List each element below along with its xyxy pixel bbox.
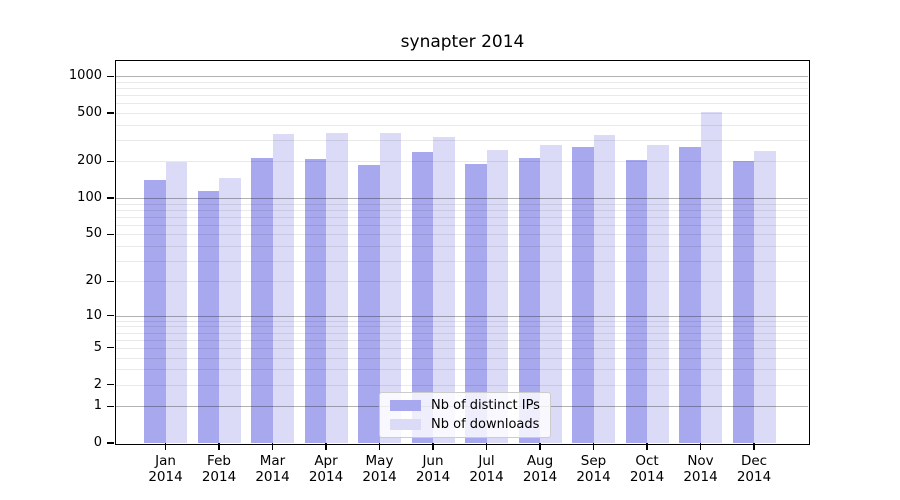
x-tick-label: Feb 2014 (201, 453, 237, 485)
bar-downloads-jan (165, 161, 187, 443)
bar-downloads-may (379, 132, 401, 443)
x-tick-label: Aug 2014 (522, 453, 558, 485)
bar-distinct-ips-mar (251, 157, 273, 443)
legend-label-downloads: Nb of downloads (431, 417, 540, 432)
bar-distinct-ips-sep (572, 147, 594, 443)
x-tick-label: Dec 2014 (736, 453, 772, 485)
x-tick-label: Apr 2014 (308, 453, 344, 485)
x-tick-label: Oct 2014 (629, 453, 665, 485)
y-tick-label: 1 (93, 398, 102, 414)
y-tick-mark (106, 280, 114, 282)
y-tick-label: 1000 (68, 68, 102, 84)
bar-downloads-apr (326, 133, 348, 443)
x-tick-mark (699, 443, 702, 450)
y-tick-label: 5 (93, 339, 102, 355)
bar-downloads-jul (486, 150, 508, 443)
bar-distinct-ips-jun (411, 151, 433, 443)
bar-distinct-ips-dec (732, 161, 754, 443)
x-tick-mark (646, 443, 648, 450)
bar-downloads-mar (272, 134, 294, 443)
x-tick-label: Sep 2014 (576, 453, 611, 485)
y-tick-mark (106, 405, 114, 407)
bar-distinct-ips-apr (304, 158, 326, 443)
legend-row-downloads: Nb of downloads (390, 417, 540, 432)
bar-distinct-ips-jul (465, 163, 487, 443)
x-tick-mark (271, 443, 274, 450)
y-tick-mark (106, 160, 114, 163)
y-tick-mark (106, 347, 114, 349)
y-tick-label: 50 (85, 226, 102, 242)
legend-swatch-distinct-ips-icon (390, 400, 421, 411)
legend-swatch-downloads-icon (390, 419, 421, 430)
x-tick-mark (378, 443, 381, 450)
y-tick-label: 100 (77, 189, 102, 205)
bar-distinct-ips-nov (679, 146, 701, 443)
x-tick-mark (325, 443, 327, 450)
y-tick-mark (106, 112, 114, 114)
y-tick-mark (106, 75, 114, 77)
x-tick-label: Jan 2014 (148, 453, 183, 485)
y-tick-label: 10 (85, 307, 102, 323)
x-tick-label: May 2014 (362, 453, 397, 485)
legend: Nb of distinct IPs Nb of downloads (379, 392, 551, 438)
bar-distinct-ips-aug (518, 157, 540, 443)
bar-downloads-aug (540, 145, 562, 443)
y-tick-mark (106, 442, 114, 444)
legend-label-distinct-ips: Nb of distinct IPs (431, 398, 540, 413)
x-tick-mark (218, 443, 220, 450)
bar-distinct-ips-feb (197, 191, 219, 443)
x-tick-mark (432, 443, 434, 450)
y-tick-mark (106, 384, 114, 386)
y-tick-mark (106, 197, 114, 199)
x-tick-mark (539, 443, 541, 450)
bar-downloads-dec (754, 150, 776, 443)
x-tick-mark (753, 443, 755, 450)
y-tick-label: 20 (85, 273, 102, 289)
y-tick-label: 0 (93, 435, 102, 450)
bar-distinct-ips-may (358, 164, 380, 443)
bar-distinct-ips-oct (625, 159, 647, 443)
x-tick-label: Jul 2014 (469, 453, 504, 485)
x-tick-label: Nov 2014 (683, 453, 718, 485)
plot-area: 0 1 2 5 10 20 50 100 200 500 1000 Jan 2014 Feb 2014 Ma… (69, 60, 810, 485)
bar-downloads-sep (593, 134, 615, 443)
bars-layer (116, 61, 808, 443)
chart-title: synapter 2014 (400, 32, 525, 52)
bar-downloads-nov (700, 111, 722, 443)
y-tick-label: 500 (77, 104, 102, 120)
y-tick-mark (106, 315, 114, 317)
x-tick-mark (164, 443, 167, 450)
x-tick-label: Jun 2014 (415, 453, 451, 485)
x-tick-label: Mar 2014 (255, 453, 290, 485)
y-tick-label: 200 (77, 153, 102, 169)
y-tick-mark (106, 233, 114, 235)
x-tick-mark (485, 443, 488, 450)
x-tick-mark (592, 443, 595, 450)
y-tick-label: 2 (93, 376, 102, 392)
bar-downloads-oct (647, 145, 669, 443)
legend-row-distinct-ips: Nb of distinct IPs (390, 398, 540, 413)
bar-downloads-jun (433, 136, 455, 443)
bar-distinct-ips-jan (144, 179, 166, 443)
bar-downloads-feb (219, 178, 241, 443)
